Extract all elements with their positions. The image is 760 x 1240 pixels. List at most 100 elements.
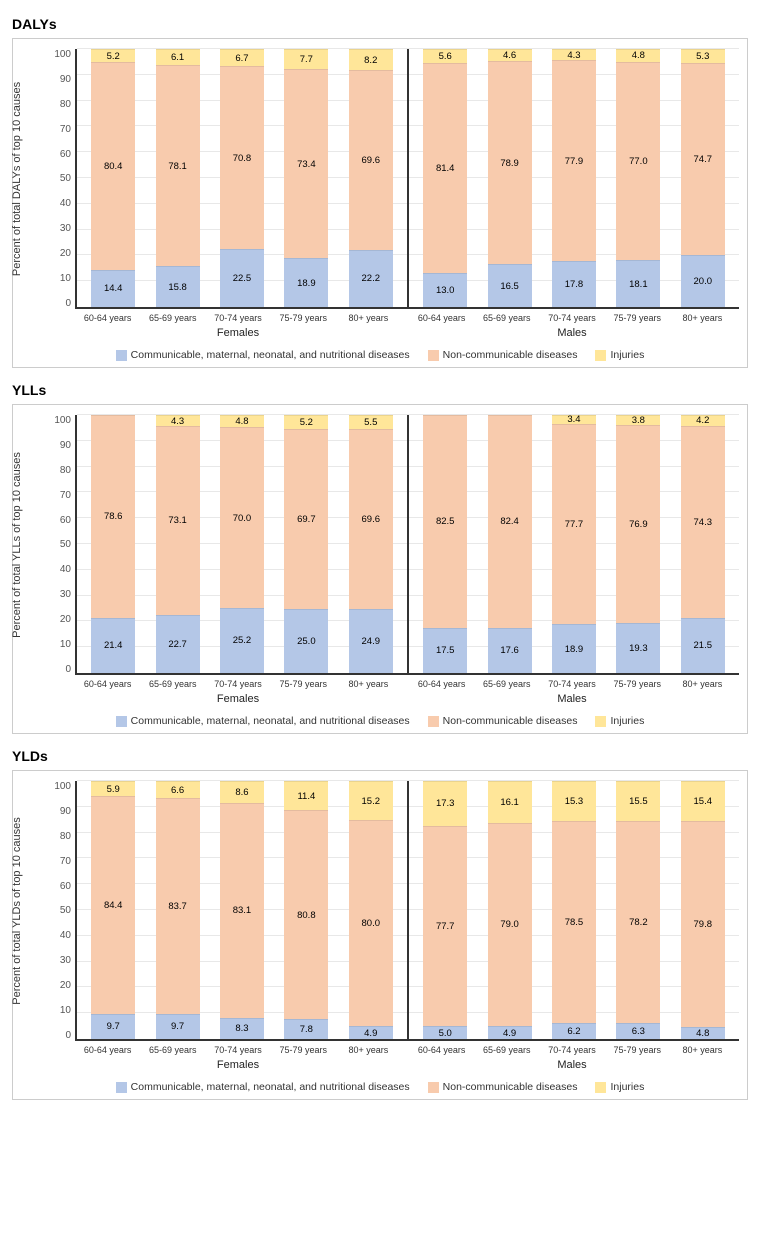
chart-frame: Percent of total YLDs of top 10 causes10…	[12, 770, 748, 1100]
bar-segment: 73.1	[156, 426, 200, 614]
x-axis-label: 60-64 years	[409, 1045, 474, 1055]
bar-segment: 84.4	[91, 796, 135, 1014]
bar-segment: 78.1	[156, 65, 200, 266]
panel-title: YLDs	[12, 748, 748, 764]
stacked-bar: 9.784.45.9	[91, 781, 135, 1039]
x-axis-label: 75-79 years	[605, 1045, 670, 1055]
stacked-bar: 17.682.4	[488, 415, 532, 673]
legend: Communicable, maternal, neonatal, and nu…	[21, 715, 739, 727]
stacked-bar: 22.570.86.7	[220, 49, 264, 307]
x-axis-label: 75-79 years	[605, 313, 670, 323]
x-axis-label: 65-69 years	[140, 313, 205, 323]
stacked-bar: 9.783.76.6	[156, 781, 200, 1039]
bar-segment: 15.2	[349, 781, 393, 820]
legend-item: Non-communicable diseases	[428, 349, 578, 361]
stacked-bar: 20.074.75.3	[681, 49, 725, 307]
bar-segment: 25.0	[284, 609, 328, 674]
x-axis-label: 70-74 years	[539, 679, 604, 689]
bar-segment: 74.3	[681, 426, 725, 618]
group-label: Males	[405, 1059, 739, 1071]
x-axis-label: 80+ years	[670, 313, 735, 323]
bar-segment: 7.7	[284, 49, 328, 69]
stacked-bar: 22.773.14.3	[156, 415, 200, 673]
legend-swatch	[428, 1082, 439, 1093]
bar-segment: 5.6	[423, 49, 467, 63]
x-axis-label: 75-79 years	[271, 313, 336, 323]
bar-segment: 17.8	[552, 261, 596, 307]
bar-segment: 80.8	[284, 810, 328, 1018]
legend-label: Non-communicable diseases	[443, 1081, 578, 1093]
x-axis-label: 65-69 years	[474, 679, 539, 689]
bar-segment: 15.5	[616, 781, 660, 821]
x-axis-label: 65-69 years	[474, 1045, 539, 1055]
bar-segment: 5.2	[91, 49, 135, 62]
bar-segment: 20.0	[681, 255, 725, 307]
chart-frame: Percent of total DALYs of top 10 causes 1…	[12, 38, 748, 368]
bar-segment: 16.1	[488, 781, 532, 823]
bar-segment: 5.9	[91, 781, 135, 796]
stacked-bar: 18.177.04.8	[616, 49, 660, 307]
bar-segment: 18.9	[284, 258, 328, 307]
bar-segment: 5.3	[681, 49, 725, 63]
bar-segment: 73.4	[284, 69, 328, 258]
stacked-bar: 25.069.75.2	[284, 415, 328, 673]
legend-swatch	[595, 716, 606, 727]
stacked-bar: 18.973.47.7	[284, 49, 328, 307]
plot-area: 21.478.622.773.14.325.270.04.825.069.75.…	[75, 415, 739, 675]
bar-segment: 78.2	[616, 821, 660, 1023]
bar-segment: 5.2	[284, 415, 328, 428]
panel-title: YLLs	[12, 382, 748, 398]
bar-segment: 19.3	[616, 623, 660, 673]
bar-segment: 82.4	[488, 415, 532, 628]
bar-segment: 9.7	[156, 1014, 200, 1039]
stacked-bar: 16.578.94.6	[488, 49, 532, 307]
y-axis-label: Percent of total DALYs of top 10 causes	[11, 82, 23, 276]
x-axis-label: 60-64 years	[75, 679, 140, 689]
x-axis-label: 80+ years	[336, 313, 401, 323]
stacked-bar: 4.979.016.1	[488, 781, 532, 1039]
stacked-bar: 7.880.811.4	[284, 781, 328, 1039]
legend-item: Communicable, maternal, neonatal, and nu…	[116, 349, 410, 361]
bar-segment: 5.0	[423, 1026, 467, 1039]
bar-segment: 17.3	[423, 781, 467, 826]
stacked-bar: 6.278.515.3	[552, 781, 596, 1039]
y-axis-ticks: 1009080706050403020100	[41, 415, 75, 675]
bar-segment: 6.3	[616, 1023, 660, 1039]
x-axis-label: 75-79 years	[271, 679, 336, 689]
bar-segment: 22.7	[156, 615, 200, 674]
bar-segment: 69.6	[349, 429, 393, 609]
bar-segment: 77.7	[423, 826, 467, 1026]
bar-segment: 4.6	[488, 49, 532, 61]
legend-item: Injuries	[595, 715, 644, 727]
legend: Communicable, maternal, neonatal, and nu…	[21, 349, 739, 361]
bar-segment: 82.5	[423, 415, 467, 628]
bar-segment: 9.7	[91, 1014, 135, 1039]
bar-segment: 74.7	[681, 63, 725, 256]
bar-segment: 16.5	[488, 264, 532, 307]
x-axis-label: 60-64 years	[75, 1045, 140, 1055]
group-label: Females	[71, 1059, 405, 1071]
bar-segment: 79.0	[488, 823, 532, 1027]
x-axis-label: 70-74 years	[539, 313, 604, 323]
bar-segment: 17.6	[488, 628, 532, 673]
bar-segment: 15.4	[681, 781, 725, 821]
bar-segment: 14.4	[91, 270, 135, 307]
legend-item: Non-communicable diseases	[428, 1081, 578, 1093]
group-label: Females	[71, 693, 405, 705]
legend-swatch	[428, 716, 439, 727]
x-axis-label: 70-74 years	[539, 1045, 604, 1055]
legend-item: Injuries	[595, 349, 644, 361]
bar-segment: 15.3	[552, 781, 596, 820]
legend-swatch	[595, 1082, 606, 1093]
stacked-bar: 6.378.215.5	[616, 781, 660, 1039]
bar-segment: 77.9	[552, 60, 596, 261]
stacked-bar: 5.077.717.3	[423, 781, 467, 1039]
bar-segment: 6.1	[156, 49, 200, 65]
bar-segment: 4.8	[220, 415, 264, 427]
bar-segment: 22.5	[220, 249, 264, 307]
y-axis-ticks: 1009080706050403020100	[41, 781, 75, 1041]
bar-segment: 22.2	[349, 250, 393, 307]
bar-segment: 77.7	[552, 424, 596, 624]
bar-segment: 69.7	[284, 429, 328, 609]
legend-swatch	[116, 716, 127, 727]
